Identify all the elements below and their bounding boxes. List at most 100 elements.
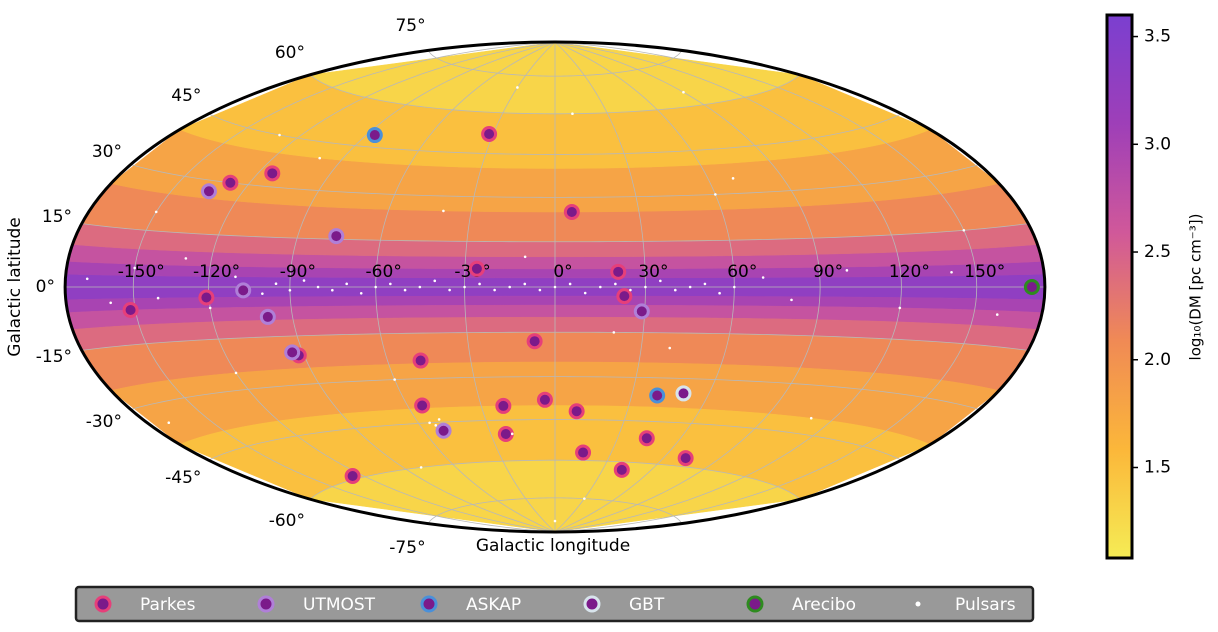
legend-marker: [583, 595, 601, 613]
legend-label: Pulsars: [955, 595, 1016, 615]
pulsar-point: [418, 285, 422, 289]
frb-point: [412, 352, 429, 369]
pulsar-point: [154, 210, 158, 214]
grid-line: [427, 497, 683, 524]
frb-point: [328, 228, 345, 245]
pulsar-point: [583, 291, 587, 295]
y-tick-label: 0°: [36, 277, 55, 297]
frb-point: [563, 204, 580, 221]
frb-point: [497, 425, 514, 442]
pulsar-point: [302, 279, 306, 282]
pulsar-point: [673, 288, 677, 292]
grid-line: [208, 419, 902, 461]
pulsar-point: [463, 285, 466, 289]
frb-point: [526, 333, 543, 350]
frb-point: [264, 165, 281, 182]
frb-point: [610, 263, 627, 280]
y-tick-label: 60°: [275, 43, 305, 63]
x-tick-label: 90°: [813, 262, 843, 282]
frb-point: [468, 260, 485, 277]
x-tick-label: 150°: [964, 262, 1005, 282]
frb-point: [200, 183, 217, 200]
grid-line: [130, 376, 980, 410]
legend-marker: [746, 595, 764, 613]
pulsar-point: [331, 288, 334, 292]
frb-point: [259, 308, 276, 325]
pulsar-point: [234, 275, 237, 279]
frb-point: [536, 391, 553, 408]
frb-point: [675, 385, 692, 402]
pulsar-point: [516, 86, 519, 89]
x-tick-label: -150°: [118, 262, 165, 282]
x-tick-label: 60°: [727, 262, 757, 282]
pulsar-point: [167, 421, 171, 425]
legend-marker: [94, 595, 112, 613]
y-tick-label: -60°: [269, 511, 305, 531]
colorbar-tick-label: 3.0: [1144, 134, 1171, 154]
legend-marker: [915, 601, 921, 607]
pulsar-point: [345, 282, 348, 286]
pulsar-point: [437, 418, 441, 421]
legend-label: UTMOST: [303, 595, 376, 615]
pulsar-point: [510, 432, 514, 436]
pulsar-point: [523, 255, 527, 259]
legend-marker: [420, 595, 438, 613]
y-tick-label: -45°: [165, 468, 201, 488]
colorbar: [1105, 13, 1134, 560]
pulsar-point: [659, 279, 662, 283]
pulsar-point: [508, 285, 511, 289]
pulsar-point: [419, 466, 423, 469]
pulsar-point: [950, 270, 953, 274]
pulsar-point: [962, 228, 966, 232]
pulsar-point: [428, 421, 431, 425]
frb-point: [235, 282, 252, 299]
pulsar-point: [688, 285, 692, 289]
pulsar-point: [274, 282, 278, 285]
pulsar-point: [442, 209, 445, 213]
pulsar-point: [599, 285, 602, 289]
pulsar-point: [845, 269, 849, 272]
pulsar-point: [629, 288, 632, 292]
pulsar-point: [109, 301, 112, 305]
pulsar-point: [682, 90, 685, 94]
pulsar-point: [714, 193, 717, 196]
y-tick-label: 30°: [92, 142, 122, 162]
colorbar-label: log₁₀(DM [pc cm⁻³]): [1187, 214, 1205, 361]
pulsar-point: [448, 288, 451, 292]
frb-point: [1023, 279, 1040, 295]
x-tick-label: 120°: [889, 262, 930, 282]
pulsar-point: [644, 285, 647, 289]
grid-line: [208, 113, 902, 155]
pulsar-point: [583, 497, 586, 500]
pulsar-point: [995, 313, 999, 316]
pulsar-point: [493, 288, 496, 292]
frb-point: [638, 430, 655, 447]
pulsar-point: [568, 282, 572, 286]
legend-marker: [257, 595, 275, 613]
colorbar-tick-label: 2.5: [1144, 242, 1171, 262]
pulsar-point: [571, 112, 574, 115]
legend-label: Arecibo: [792, 595, 856, 615]
pulsar-point: [703, 282, 707, 286]
frb-point: [568, 403, 585, 420]
pulsar-point: [790, 298, 793, 302]
y-axis-label: Galactic latitude: [5, 217, 25, 356]
pulsar-point: [731, 177, 735, 180]
colorbar-tick-label: 3.5: [1144, 27, 1171, 47]
pulsar-point: [359, 291, 363, 295]
y-tick-label: -15°: [36, 347, 72, 367]
pulsar-point: [184, 257, 188, 260]
pulsar-point: [403, 288, 407, 292]
frb-point: [677, 450, 694, 467]
pulsar-point: [761, 276, 765, 279]
pulsar-point: [809, 416, 813, 420]
pulsar-point: [318, 156, 321, 160]
frb-point: [633, 303, 650, 320]
pulsar-point: [374, 285, 377, 289]
pulsar-point: [538, 288, 542, 292]
pulsar-point: [288, 288, 292, 292]
frb-point: [198, 289, 215, 306]
pulsar-point: [614, 282, 617, 286]
grid-line: [81, 223, 1029, 243]
